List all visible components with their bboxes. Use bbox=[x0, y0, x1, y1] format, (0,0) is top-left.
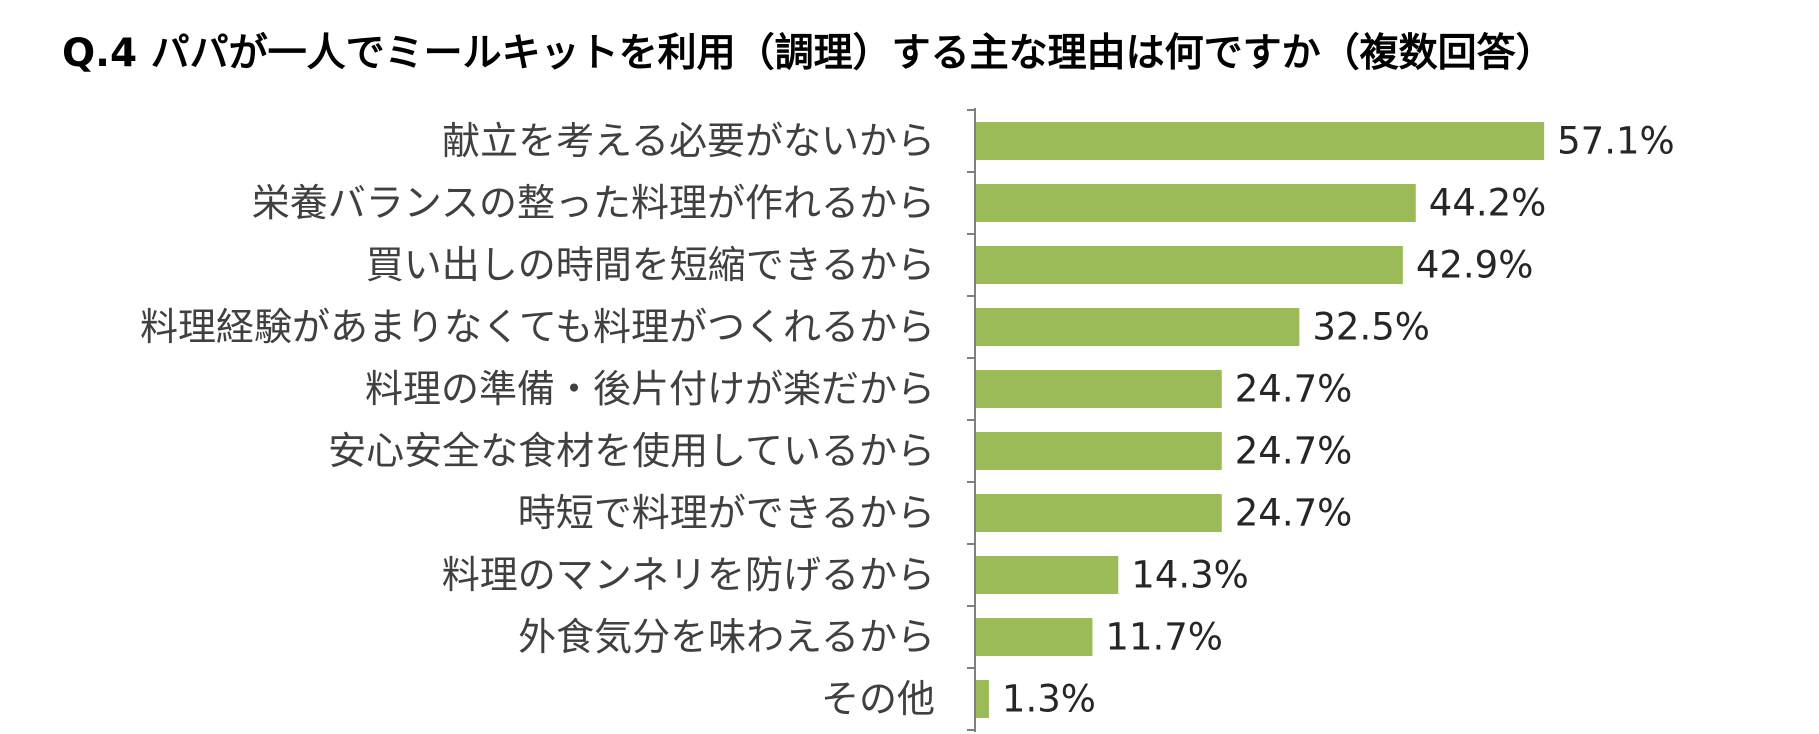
category-label: 買い出しの時間を短縮できるから bbox=[366, 243, 935, 287]
value-label: 24.7% bbox=[1235, 492, 1353, 535]
value-labels: 57.1%44.2% 42.9% 32.5% 24.7% 24.7% 24.7% 14.3%… bbox=[1002, 120, 1675, 721]
category-labels: 献立を考える必要がないから栄養バランスの整った料理が作れるから買い出しの時間を短… bbox=[140, 119, 935, 721]
value-label: 11.7% bbox=[1105, 616, 1223, 659]
category-label: 外食気分を味わえるから bbox=[518, 615, 935, 659]
category-label: 料理経験があまりなくても料理がつくれるから bbox=[140, 305, 935, 349]
bar bbox=[976, 122, 1545, 160]
category-label: その他 bbox=[821, 677, 935, 721]
bar bbox=[976, 556, 1119, 594]
bar bbox=[976, 680, 989, 718]
value-label: 42.9% bbox=[1416, 244, 1534, 287]
category-label: 安心安全な食材を使用しているから bbox=[328, 429, 935, 473]
bar bbox=[976, 184, 1416, 222]
chart-title: Q.4 パパが一人でミールキットを利用（調理）する主な理由は何ですか（複数回答） bbox=[62, 31, 1555, 76]
value-label: 57.1% bbox=[1557, 120, 1675, 163]
category-label: 献立を考える必要がないから bbox=[442, 119, 935, 163]
bar bbox=[976, 494, 1222, 532]
bars-layer bbox=[976, 122, 1545, 718]
value-label: 14.3% bbox=[1131, 554, 1249, 597]
category-label: 料理の準備・後片付けが楽だから bbox=[365, 367, 935, 411]
bar bbox=[976, 370, 1222, 408]
value-label: 24.7% bbox=[1235, 430, 1353, 473]
bar bbox=[976, 618, 1093, 656]
value-label: 1.3% bbox=[1002, 678, 1096, 721]
category-label: 時短で料理ができるから bbox=[518, 491, 935, 535]
category-axis bbox=[967, 108, 976, 732]
value-label: 32.5% bbox=[1312, 306, 1430, 349]
bar bbox=[976, 432, 1222, 470]
bar bbox=[976, 308, 1300, 346]
category-label: 料理のマンネリを防げるから bbox=[442, 553, 935, 597]
category-label: 栄養バランスの整った料理が作れるから bbox=[252, 181, 935, 225]
bar bbox=[976, 246, 1403, 284]
value-label: 44.2% bbox=[1429, 182, 1547, 225]
value-label: 24.7% bbox=[1235, 368, 1353, 411]
